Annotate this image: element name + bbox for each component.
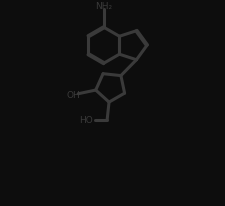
Text: OH: OH — [67, 90, 80, 99]
Text: HO: HO — [79, 116, 93, 125]
Text: NH₂: NH₂ — [95, 2, 112, 11]
